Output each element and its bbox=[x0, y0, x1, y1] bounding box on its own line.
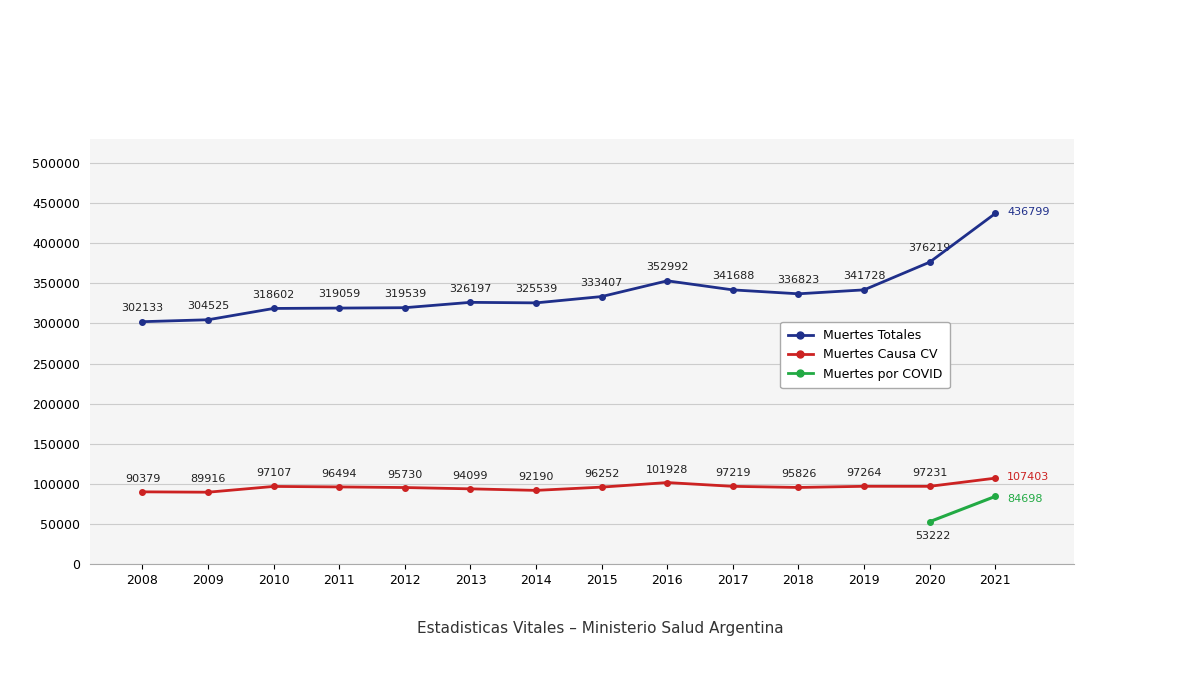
Muertes Causa CV bbox=[266, 483, 281, 491]
Text: 97231: 97231 bbox=[912, 468, 947, 479]
Text: 97219: 97219 bbox=[715, 468, 751, 479]
Text: 341728: 341728 bbox=[842, 271, 886, 281]
Line: Muertes Totales: Muertes Totales bbox=[139, 211, 998, 324]
Text: 318602: 318602 bbox=[252, 289, 295, 299]
Text: 319059: 319059 bbox=[318, 289, 360, 299]
Muertes Totales bbox=[266, 304, 281, 312]
Muertes Causa CV bbox=[594, 483, 608, 491]
Muertes Totales bbox=[397, 304, 412, 312]
Text: 89916: 89916 bbox=[191, 474, 226, 484]
Text: Estadisticas Vitales – Ministerio Salud Argentina: Estadisticas Vitales – Ministerio Salud … bbox=[416, 621, 784, 636]
Line: Muertes por COVID: Muertes por COVID bbox=[926, 493, 998, 525]
Muertes Causa CV bbox=[923, 482, 937, 490]
Muertes Causa CV bbox=[332, 483, 347, 491]
Muertes Causa CV bbox=[200, 488, 215, 496]
Text: 2008-2021: 2008-2021 bbox=[30, 85, 188, 111]
Text: 90379: 90379 bbox=[125, 474, 160, 484]
Text: 352992: 352992 bbox=[646, 262, 689, 272]
Text: 302133: 302133 bbox=[121, 303, 163, 313]
Muertes Causa CV bbox=[660, 479, 674, 487]
Muertes por COVID bbox=[923, 518, 937, 526]
Text: Muertes Totales, Causa Cardiovascular y COVID-19 en Argentina: Muertes Totales, Causa Cardiovascular y … bbox=[30, 33, 985, 59]
Text: 96494: 96494 bbox=[322, 469, 358, 479]
Muertes Totales bbox=[988, 210, 1002, 218]
Text: 325539: 325539 bbox=[515, 284, 557, 294]
Text: 304525: 304525 bbox=[187, 301, 229, 311]
Muertes Totales bbox=[791, 290, 805, 298]
Muertes Causa CV bbox=[463, 485, 478, 493]
Muertes por COVID bbox=[988, 492, 1002, 500]
Text: 84698: 84698 bbox=[1007, 493, 1043, 504]
Muertes Totales bbox=[200, 316, 215, 324]
Muertes Totales bbox=[332, 304, 347, 312]
Text: 376219: 376219 bbox=[908, 243, 950, 254]
Muertes Causa CV bbox=[726, 482, 740, 490]
Text: 319539: 319539 bbox=[384, 289, 426, 299]
Text: 101928: 101928 bbox=[646, 464, 689, 475]
Muertes Causa CV bbox=[988, 474, 1002, 482]
Muertes Totales bbox=[726, 286, 740, 294]
Text: 333407: 333407 bbox=[581, 278, 623, 288]
Muertes Totales bbox=[463, 298, 478, 306]
Text: 53222: 53222 bbox=[916, 531, 950, 541]
Text: 97107: 97107 bbox=[256, 468, 292, 479]
Text: 95730: 95730 bbox=[388, 470, 422, 479]
Text: 436799: 436799 bbox=[1007, 207, 1050, 217]
Muertes Totales bbox=[594, 293, 608, 301]
Muertes Totales bbox=[529, 299, 544, 307]
Muertes Causa CV bbox=[529, 486, 544, 494]
Legend: Muertes Totales, Muertes Causa CV, Muertes por COVID: Muertes Totales, Muertes Causa CV, Muert… bbox=[780, 322, 949, 388]
Text: 107403: 107403 bbox=[1007, 472, 1049, 481]
Text: 326197: 326197 bbox=[449, 283, 492, 293]
Muertes Causa CV bbox=[791, 483, 805, 491]
Muertes Totales bbox=[136, 318, 150, 326]
Text: 97264: 97264 bbox=[846, 468, 882, 478]
Muertes Causa CV bbox=[136, 488, 150, 496]
Muertes Causa CV bbox=[397, 483, 412, 491]
Muertes Totales bbox=[660, 276, 674, 285]
Muertes Causa CV bbox=[857, 482, 871, 490]
Text: 92190: 92190 bbox=[518, 473, 553, 483]
Muertes Totales bbox=[923, 258, 937, 266]
Text: 94099: 94099 bbox=[452, 470, 488, 481]
Text: 95826: 95826 bbox=[781, 469, 816, 479]
Line: Muertes Causa CV: Muertes Causa CV bbox=[139, 475, 998, 495]
Text: 336823: 336823 bbox=[778, 275, 820, 285]
Text: 96252: 96252 bbox=[584, 469, 619, 479]
Text: 341688: 341688 bbox=[712, 271, 754, 281]
Muertes Totales bbox=[857, 286, 871, 294]
